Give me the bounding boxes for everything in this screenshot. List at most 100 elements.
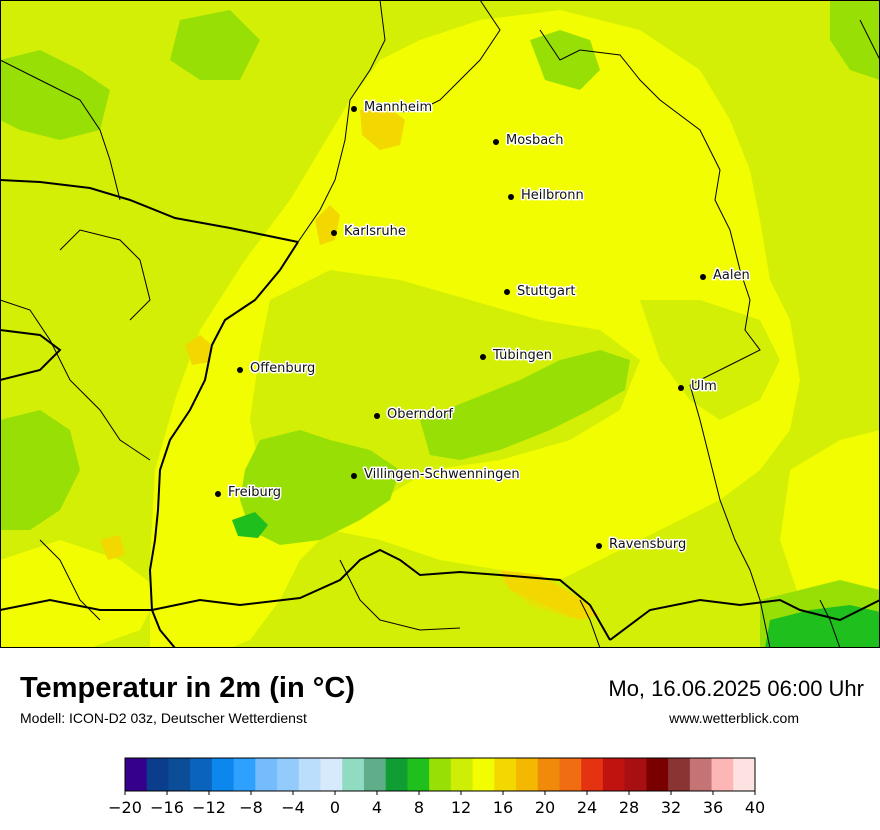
map-title: Temperatur in 2m (in °C) <box>20 672 355 704</box>
cold-patch-ne <box>830 0 880 80</box>
colder-patch-se <box>765 605 880 648</box>
city-label-mosbach: Mosbach <box>506 133 564 148</box>
city-dot-stuttgart <box>504 289 510 295</box>
forecast-datetime: Mo, 16.06.2025 06:00 Uhr <box>608 676 864 701</box>
model-source: Modell: ICON-D2 03z, Deutscher Wetterdie… <box>20 710 307 726</box>
legend-swatch <box>559 758 582 791</box>
legend-ticks: −20 −16 −12 −8 −4 0 4 8 12 16 20 24 28 32 36 40 <box>108 791 765 817</box>
legend-swatch <box>168 758 191 791</box>
legend-tick-label: −4 <box>281 798 305 817</box>
city-dot-tuebingen <box>480 354 486 360</box>
cold-patch-nw2 <box>170 10 260 80</box>
legend-tick-label: 40 <box>745 798 765 817</box>
legend-swatches <box>125 758 756 791</box>
cold-patch-north <box>530 30 600 90</box>
city-dot-aalen <box>700 274 706 280</box>
legend-swatch <box>472 758 495 791</box>
city-label-aalen: Aalen <box>713 268 750 283</box>
city-label-heilbronn: Heilbronn <box>521 188 584 203</box>
city-dot-mannheim <box>351 106 357 112</box>
city-dot-offenburg <box>237 367 243 373</box>
legend-tick-label: −12 <box>192 798 226 817</box>
city-dot-karlsruhe <box>331 230 337 236</box>
national-borders <box>0 179 880 648</box>
cool-zone-ne <box>720 0 880 240</box>
legend-swatch <box>320 758 343 791</box>
city-label-ulm: Ulm <box>691 379 717 394</box>
city-dot-villingen <box>351 473 357 479</box>
legend-swatch <box>298 758 322 791</box>
legend-tick-label: 12 <box>451 798 471 817</box>
legend-swatch <box>646 758 669 791</box>
legend-swatch <box>342 758 365 791</box>
city-dot-ravensburg <box>596 543 602 549</box>
city-label-offenburg: Offenburg <box>250 361 315 376</box>
legend-swatch <box>494 758 517 791</box>
legend-swatch <box>602 758 626 791</box>
legend-swatch <box>711 758 734 791</box>
map-footer: Temperatur in 2m (in °C) Modell: ICON-D2… <box>0 648 880 830</box>
legend-tick-label: 24 <box>577 798 597 817</box>
cold-patch-blackforest <box>240 430 400 545</box>
city-dot-freiburg <box>215 491 221 497</box>
legend-swatch <box>211 758 235 791</box>
warm-spot-freiburg <box>100 535 125 560</box>
city-markers: Mannheim Mosbach Heilbronn Karlsruhe Aal… <box>215 99 751 554</box>
city-label-oberndorf: Oberndorf <box>387 407 453 422</box>
city-label-tuebingen: Tübingen <box>492 348 552 363</box>
color-legend: −20 −16 −12 −8 −4 0 4 8 12 16 20 24 28 32 36 40 <box>108 757 765 817</box>
legend-swatch <box>363 758 387 791</box>
city-dot-mosbach <box>493 139 499 145</box>
legend-tick-label: 20 <box>535 798 555 817</box>
legend-tick-label: −16 <box>150 798 184 817</box>
warm-spot-offenburg <box>185 335 212 365</box>
cold-patch-nw <box>0 50 110 140</box>
legend-tick-label: −20 <box>108 798 142 817</box>
city-label-stuttgart: Stuttgart <box>517 284 575 299</box>
warm-zone-south <box>0 540 160 648</box>
legend-swatch <box>255 758 278 791</box>
temperature-map: Mannheim Mosbach Heilbronn Karlsruhe Aal… <box>0 0 880 648</box>
legend-tick-label: 4 <box>372 798 382 817</box>
website-link[interactable]: www.wetterblick.com <box>669 710 799 726</box>
legend-frame <box>124 757 756 792</box>
legend-swatch <box>385 758 408 791</box>
legend-swatch <box>190 758 213 791</box>
city-dot-heilbronn <box>508 194 514 200</box>
city-label-villingen: Villingen-Schwenningen <box>364 467 520 482</box>
legend-tick-label: 0 <box>330 798 340 817</box>
cold-patch-alb <box>420 350 630 460</box>
legend-swatch <box>537 758 560 791</box>
legend-tick-label: 32 <box>661 798 681 817</box>
legend-tick-label: 8 <box>414 798 424 817</box>
lake-constance <box>500 580 600 618</box>
legend-swatch <box>233 758 256 791</box>
legend-swatch <box>429 758 452 791</box>
map-canvas: Mannheim Mosbach Heilbronn Karlsruhe Aal… <box>0 0 880 648</box>
legend-tick-label: 16 <box>493 798 513 817</box>
city-label-karlsruhe: Karlsruhe <box>344 224 406 239</box>
legend-tick-label: 36 <box>703 798 723 817</box>
legend-swatch <box>516 758 539 791</box>
legend-swatch <box>668 758 691 791</box>
legend-swatch <box>689 758 713 791</box>
colder-patch-sw <box>232 512 268 538</box>
cold-patch-west <box>0 410 80 530</box>
warm-spot-mannheim <box>360 105 405 150</box>
legend-swatch <box>733 758 756 791</box>
legend-tick-label: −8 <box>239 798 263 817</box>
legend-swatch <box>146 758 169 791</box>
state-borders <box>0 0 880 648</box>
legend-swatch <box>407 758 430 791</box>
city-label-freiburg: Freiburg <box>228 485 281 500</box>
city-dot-oberndorf <box>374 413 380 419</box>
legend-tick-label: 28 <box>619 798 639 817</box>
city-label-ravensburg: Ravensburg <box>609 537 686 552</box>
city-label-mannheim: Mannheim <box>364 100 432 115</box>
city-dot-ulm <box>678 385 684 391</box>
legend-swatch <box>277 758 300 791</box>
legend-swatch <box>581 758 604 791</box>
legend-swatch <box>450 758 474 791</box>
warm-zone-east <box>780 430 880 620</box>
legend-swatch <box>125 758 148 791</box>
